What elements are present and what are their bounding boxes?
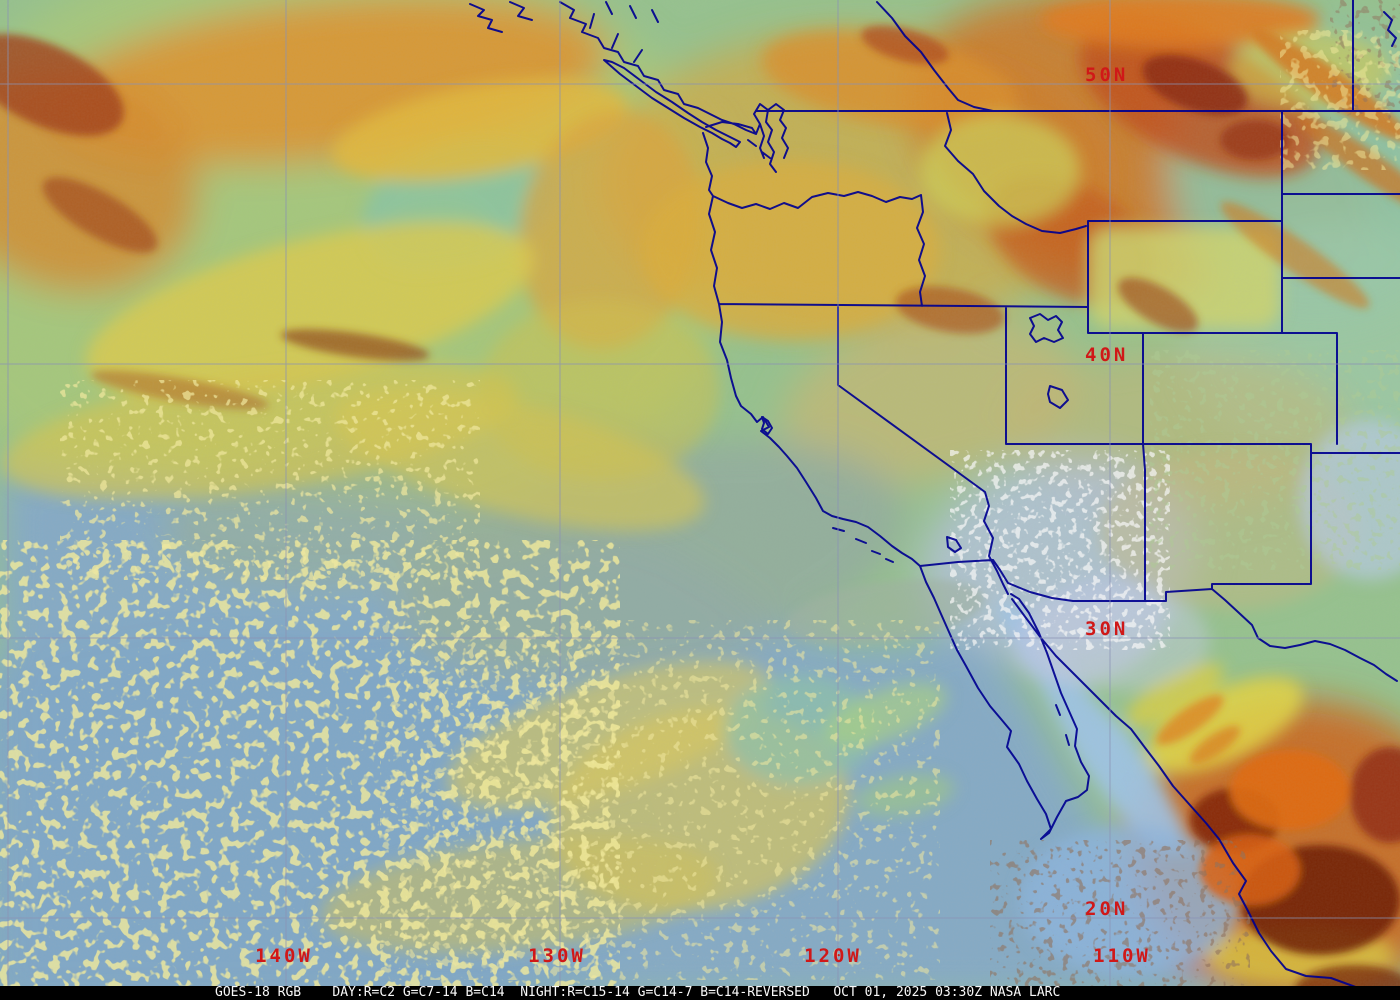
grid-label-30n: 30N	[1085, 618, 1128, 640]
grid-label-50n: 50N	[1085, 64, 1128, 86]
status-bar: GOES-18 RGB DAY:R=C2 G=C7-14 B=C14 NIGHT…	[0, 986, 1400, 1000]
grid-label-110w: 110W	[1093, 945, 1151, 967]
grid-label-130w: 130W	[528, 945, 586, 967]
status-satellite-product: GOES-18 RGB	[215, 986, 302, 1000]
grid-label-120w: 120W	[804, 945, 862, 967]
status-timestamp: OCT 01, 2025 03:30Z	[833, 986, 983, 1000]
status-credit: NASA LARC	[989, 986, 1061, 1000]
status-night-recipe: NIGHT:R=C15-14 G=C14-7 B=C14-REVERSED	[520, 986, 810, 1000]
map-overlay	[469, 0, 1400, 1000]
coastline-borders	[469, 0, 1400, 1000]
grid-label-20n: 20N	[1085, 898, 1128, 920]
grid-label-40n: 40N	[1085, 344, 1128, 366]
grid-label-140w: 140W	[255, 945, 313, 967]
grid-labels: 50N 40N 30N 20N 140W 130W 120W 110W	[255, 64, 1151, 967]
status-day-recipe: DAY:R=C2 G=C7-14 B=C14	[332, 986, 505, 1000]
